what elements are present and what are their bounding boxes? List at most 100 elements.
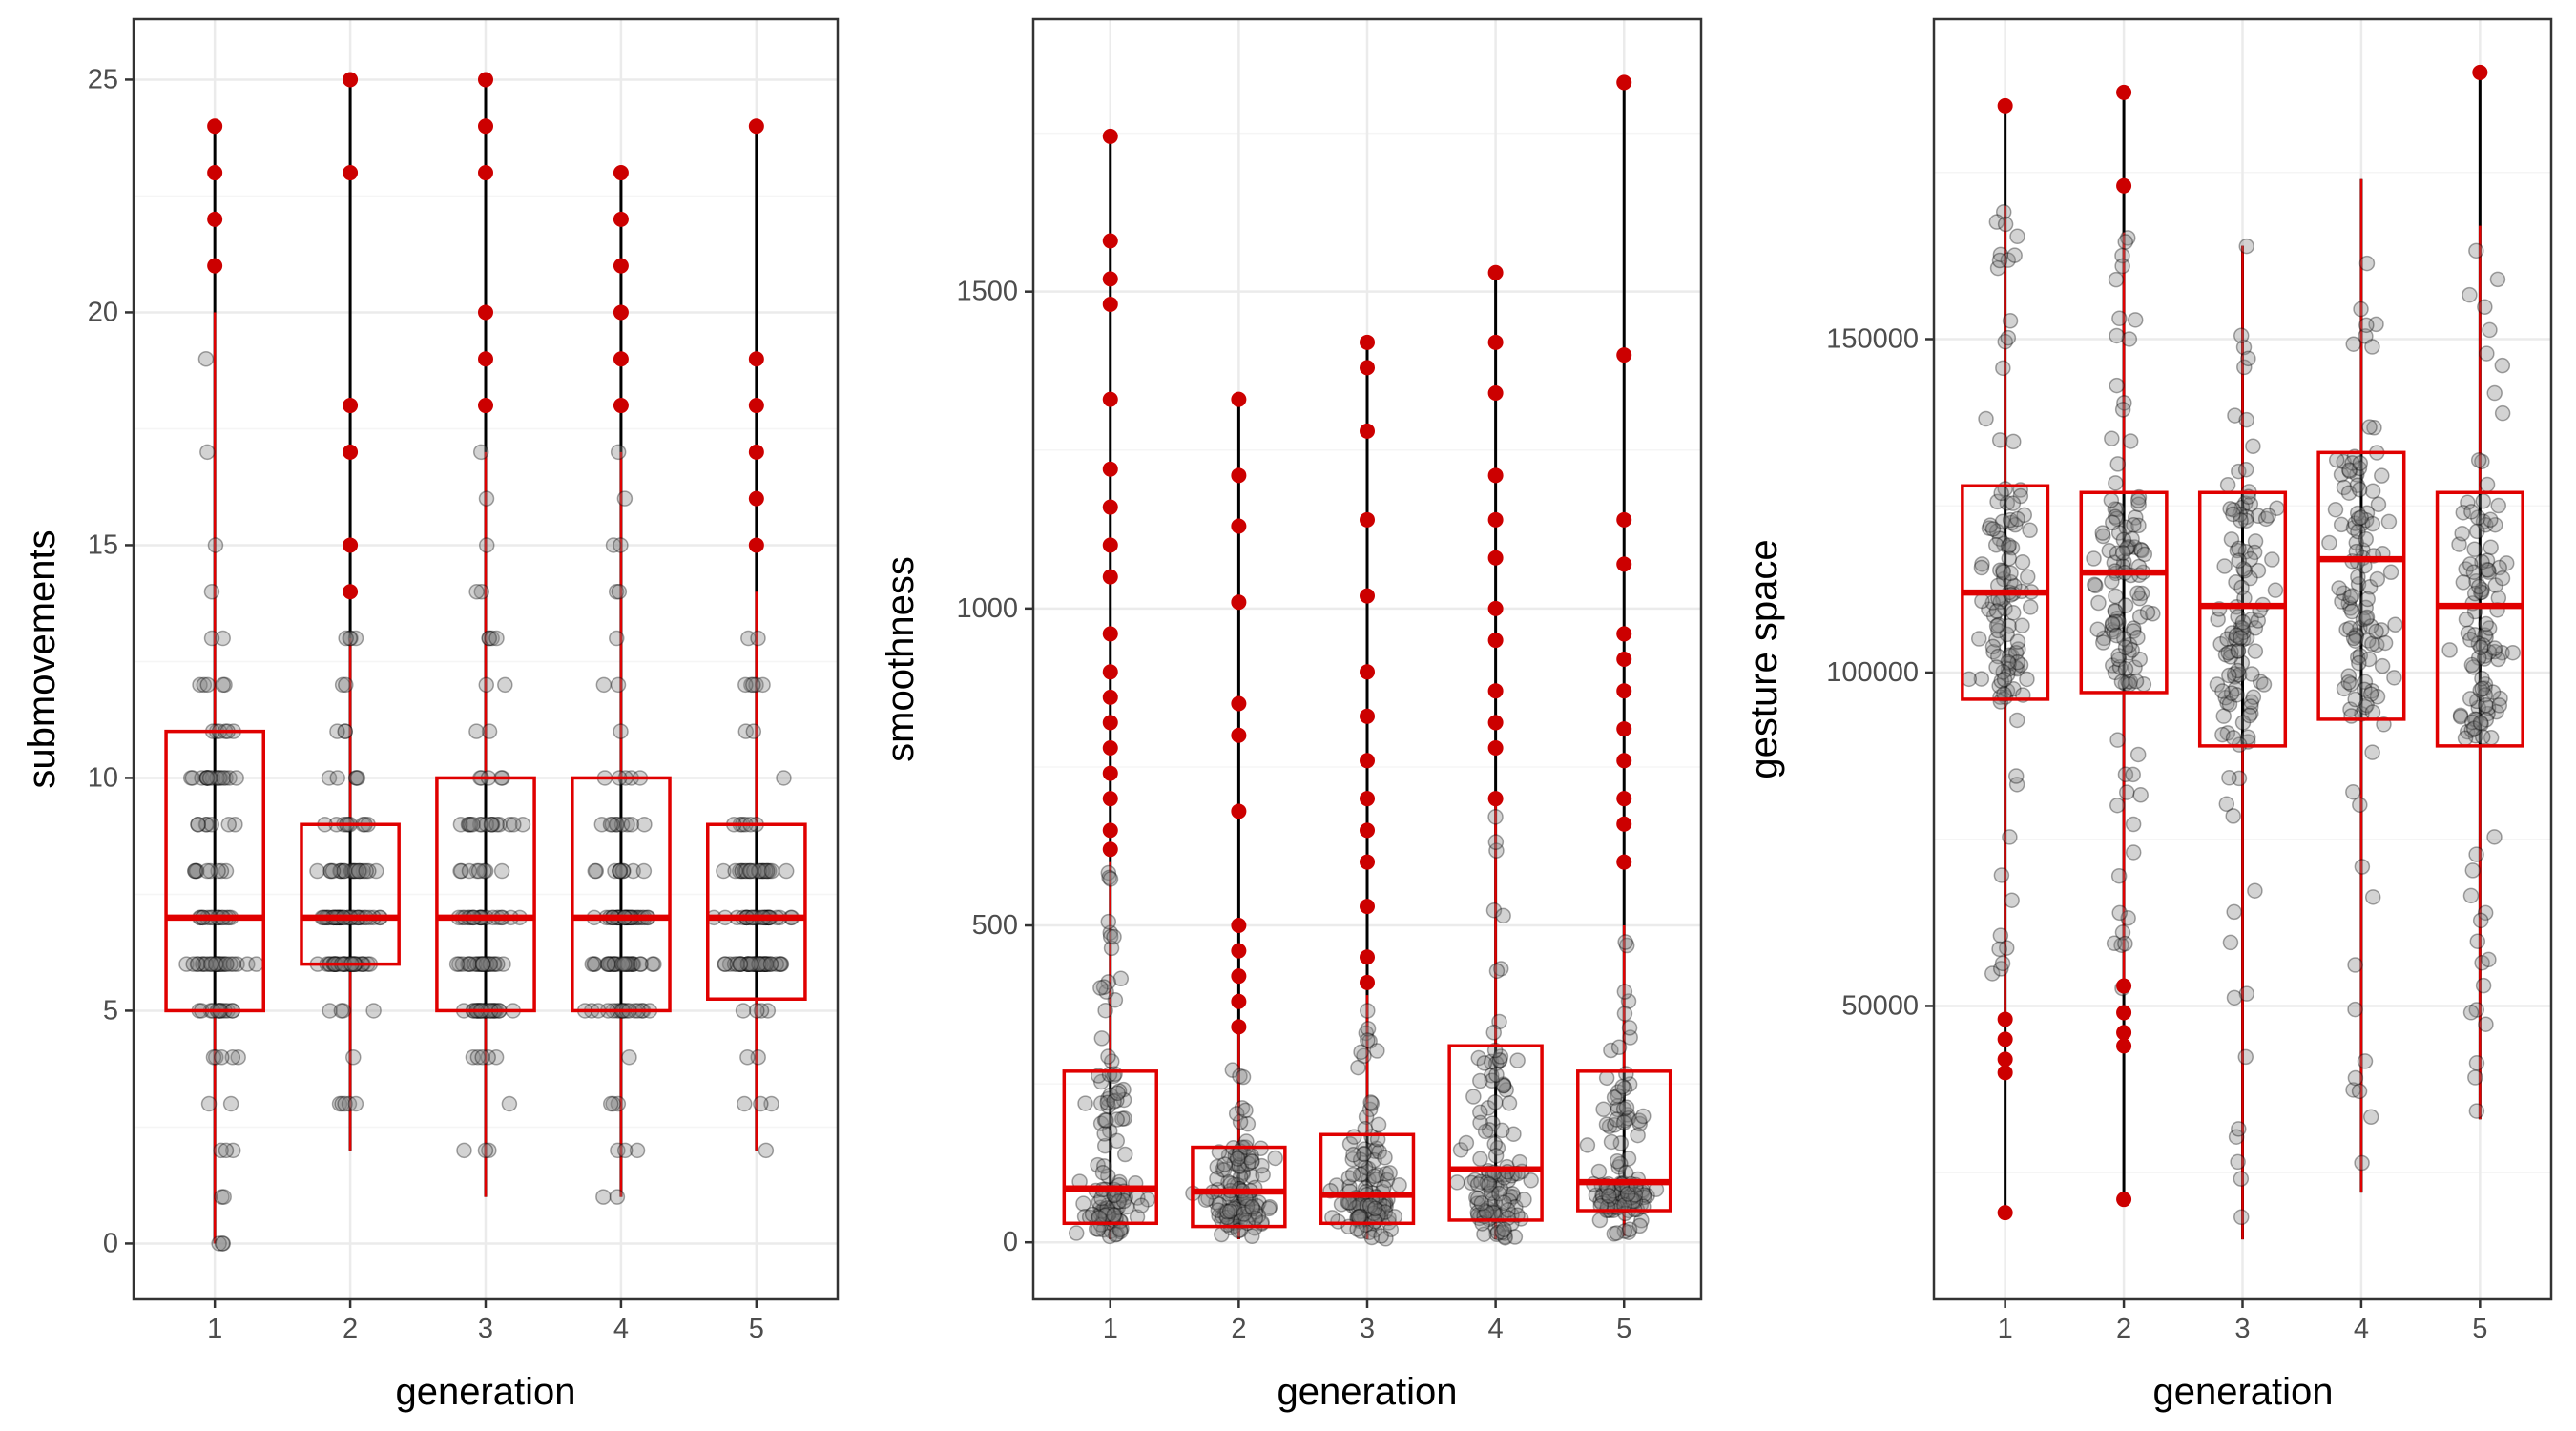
data-point <box>2118 519 2134 536</box>
data-point <box>633 956 649 972</box>
data-point <box>1496 1221 1512 1237</box>
data-point <box>1469 1191 1486 1207</box>
outlier-point <box>748 351 764 367</box>
outlier-point <box>1360 511 1375 528</box>
data-point <box>1633 1213 1650 1229</box>
data-point <box>1477 1202 1494 1219</box>
data-point <box>1102 928 1119 945</box>
data-point <box>473 583 490 600</box>
data-point <box>2129 585 2146 602</box>
data-point <box>1102 871 1119 887</box>
outlier-point <box>1102 689 1118 705</box>
data-point <box>2458 612 2475 628</box>
data-point <box>1488 1067 1505 1083</box>
data-point <box>2237 1048 2254 1066</box>
data-point <box>763 862 780 880</box>
data-point <box>1100 1098 1116 1114</box>
data-point <box>1231 1157 1247 1173</box>
data-point <box>1485 1025 1502 1041</box>
data-point <box>1484 1072 1501 1089</box>
data-point <box>182 770 199 786</box>
outlier-point <box>1231 968 1247 985</box>
data-point <box>1999 495 2016 511</box>
outlier-point <box>748 537 764 553</box>
data-point <box>1487 1055 1505 1071</box>
data-point <box>1255 1167 1271 1183</box>
data-point <box>1366 1168 1382 1185</box>
data-point <box>2114 247 2130 264</box>
data-point <box>1107 991 1124 1008</box>
data-point <box>1486 1176 1503 1192</box>
data-point <box>2004 539 2021 556</box>
data-point <box>465 816 481 833</box>
data-point <box>185 956 201 972</box>
data-point <box>1621 1221 1638 1238</box>
data-point <box>756 956 772 972</box>
box <box>300 822 401 966</box>
data-point <box>224 1142 241 1159</box>
data-point <box>214 1189 230 1205</box>
data-point <box>2466 541 2483 557</box>
data-point <box>1378 1231 1394 1247</box>
data-point <box>1097 1203 1113 1219</box>
data-point <box>1244 1152 1260 1170</box>
outlier-point <box>1616 854 1632 870</box>
data-point <box>1622 1029 1638 1046</box>
data-point <box>2104 615 2121 632</box>
data-point <box>2001 550 2018 567</box>
data-point <box>1486 1194 1503 1212</box>
data-point <box>1100 1168 1116 1184</box>
data-point <box>229 956 245 972</box>
data-point <box>1616 1197 1632 1213</box>
data-point <box>2016 507 2033 524</box>
data-point <box>623 816 640 833</box>
data-point <box>1991 677 2007 695</box>
box-group-1 <box>1961 97 2050 1221</box>
data-point <box>1239 1115 1257 1132</box>
outlier-point <box>1102 271 1118 287</box>
data-point <box>646 956 662 972</box>
data-point <box>1357 1141 1373 1157</box>
data-point <box>615 862 632 880</box>
data-point <box>344 862 361 880</box>
data-point <box>1209 1158 1226 1175</box>
data-point <box>483 816 500 833</box>
data-point <box>1990 622 2006 639</box>
data-point <box>2009 653 2026 671</box>
data-point <box>2130 496 2147 512</box>
data-point <box>1115 1091 1132 1109</box>
data-point <box>1491 1052 1507 1068</box>
outlier-point <box>2116 978 2132 994</box>
data-point <box>2243 612 2259 628</box>
data-point <box>2125 844 2142 861</box>
data-point <box>2380 513 2398 530</box>
data-point <box>742 862 759 880</box>
data-point <box>1495 1077 1512 1094</box>
data-point <box>750 1048 766 1066</box>
data-point <box>2364 483 2381 499</box>
data-point <box>2352 797 2368 813</box>
data-point <box>2117 234 2133 250</box>
x-tick-label: 2 <box>1231 1314 1246 1344</box>
data-point <box>612 862 629 880</box>
data-point <box>2219 695 2235 711</box>
outlier-point <box>1997 1031 2013 1047</box>
outlier-point <box>207 165 223 181</box>
data-point <box>335 1003 351 1019</box>
data-point <box>1355 1201 1372 1217</box>
data-point <box>469 956 486 972</box>
data-point <box>2127 539 2143 555</box>
data-point <box>2462 286 2478 303</box>
data-point <box>617 956 634 972</box>
data-point <box>1516 1192 1532 1208</box>
data-point <box>758 862 774 880</box>
data-point <box>197 956 214 972</box>
data-point <box>202 956 219 972</box>
data-point <box>2343 603 2360 620</box>
data-point <box>506 816 522 833</box>
data-point <box>1988 214 2005 230</box>
data-point <box>2470 452 2487 468</box>
data-point <box>1985 643 2002 660</box>
data-point <box>1448 1174 1465 1191</box>
data-point <box>217 956 233 972</box>
